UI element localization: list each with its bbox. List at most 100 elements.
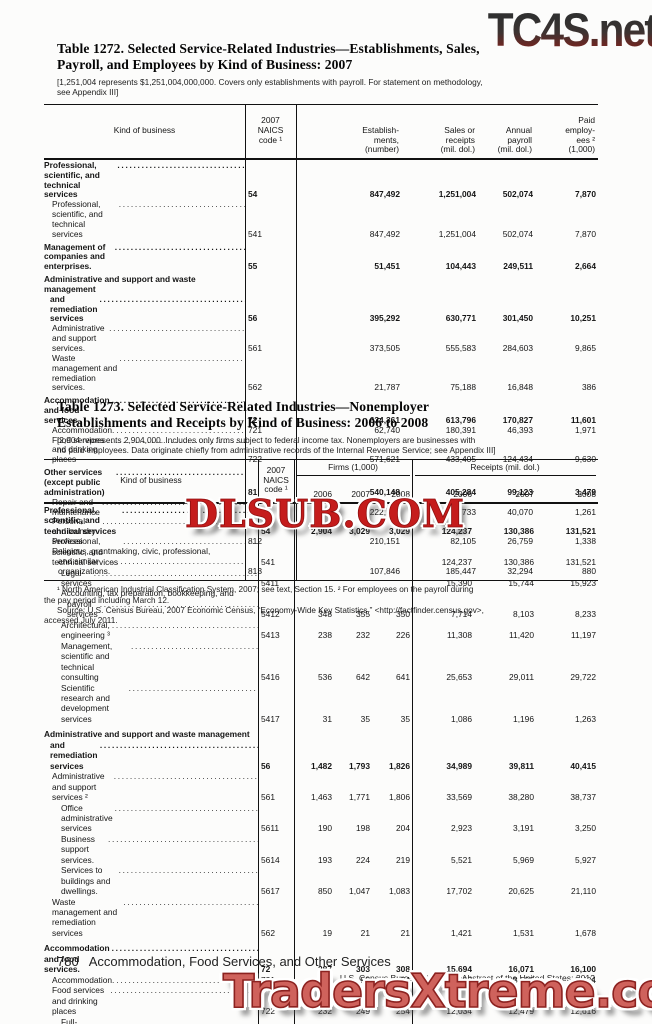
column-header-sales-receipts: Sales or receipts (mil. dol.)	[440, 125, 475, 155]
value-cell: 29,011	[509, 672, 534, 683]
value-cell: 15,390	[446, 577, 472, 588]
source-attribution: U.S. Census Bureau, Statistical Abstract…	[339, 973, 595, 983]
row-label: Religious, grantmaking, civic, professio…	[52, 546, 211, 556]
table-row: Accommodation. 721 62,740 180,391 46,393 1,97…	[44, 424, 598, 436]
value-cell: 31	[322, 713, 332, 724]
rule	[245, 103, 246, 581]
kind-of-business-cell: Accommodation.	[44, 426, 245, 436]
value-cell: 34,989	[446, 760, 472, 771]
value-cell: 1,261	[575, 506, 596, 517]
dot-leader	[113, 803, 258, 813]
table-1272-note-line2: see Appendix III]	[57, 87, 119, 98]
row-label: Administrative and support and waste man…	[44, 729, 250, 740]
kind-of-business-cell: Management of companies and enterprises.	[44, 243, 245, 273]
value-cell: 193	[318, 854, 332, 865]
value-cell: 131,521	[565, 557, 596, 568]
naics-code-cell: 56	[261, 760, 271, 771]
naics-code-cell: 561	[248, 343, 262, 353]
value-cell: 104,443	[445, 261, 476, 272]
value-cell: 11,197	[571, 630, 596, 641]
table-1272-section: Table 1272. Selected Service-Related Ind…	[0, 41, 652, 627]
value-cell: 130,386	[503, 557, 534, 568]
rule	[258, 458, 259, 1024]
value-cell: 303	[356, 964, 370, 975]
value-cell: 137,733	[445, 506, 476, 517]
row-label: Other services (except public administra…	[44, 468, 105, 497]
table-row: Office administrative services 5611 190 198…	[44, 803, 598, 834]
value-cell: 131,521	[565, 525, 596, 536]
value-cell: 502,074	[502, 189, 533, 200]
page-footer: 780 Accommodation, Food Services, and Oth…	[57, 954, 391, 969]
table-row: Management, scientific and technical con…	[44, 641, 598, 683]
value-cell: 7,870	[575, 228, 596, 239]
value-cell: 1,251,004	[438, 189, 476, 200]
naics-code-cell: 5413	[261, 630, 280, 641]
dot-leader	[129, 641, 258, 651]
value-cell: 3,250	[575, 823, 596, 834]
dot-leader	[97, 295, 245, 305]
dot-leader	[117, 354, 245, 364]
rule	[44, 103, 598, 105]
column-header-paid-employees: Paid employ- ees ² (1,000)	[565, 115, 595, 155]
row-label: Management of companies and enterprises.	[44, 242, 106, 272]
year-header-receipts-2007: 2007	[515, 489, 534, 500]
value-cell: 8,103	[513, 609, 534, 620]
value-cell: 185,447	[445, 565, 476, 576]
value-cell: 130,386	[503, 525, 534, 536]
value-cell: 12,616	[570, 1006, 596, 1017]
table-row: Legal services 5411 15,390 15,744 15,923	[44, 568, 598, 589]
value-cell: 1,338	[575, 536, 596, 547]
row-label: Full-service restaurants	[61, 1016, 78, 1024]
naics-code-cell: 54	[261, 525, 271, 536]
row-label: Waste management and remediation service…	[52, 353, 118, 393]
value-cell: 1,806	[389, 792, 410, 803]
kind-of-business-cell: Waste management and remediation service…	[44, 354, 245, 393]
table-row: Scientific research and development serv…	[44, 683, 598, 725]
naics-code-cell: 5417	[261, 713, 280, 724]
value-cell: 5,927	[575, 854, 596, 865]
value-cell: 75,188	[450, 382, 476, 393]
value-cell: 630,771	[445, 313, 476, 324]
row-label: Professional, scientific, and technical …	[44, 504, 117, 536]
value-cell: 1,971	[575, 424, 596, 435]
table-1273-title: Table 1273. Selected Service-Related Ind…	[57, 399, 652, 432]
kind-of-business-cell: Management, scientific and technical con…	[44, 641, 258, 683]
dot-leader	[117, 865, 258, 875]
value-cell: 373,505	[369, 343, 400, 353]
naics-code-cell: 5411	[261, 577, 280, 588]
kind-of-business-cell: Administrative and support services ²	[44, 771, 258, 802]
table-row: Accommodation and food services. 72 634,36…	[44, 396, 598, 426]
value-cell: 124,237	[441, 525, 472, 536]
value-cell: 232	[318, 1006, 332, 1017]
naics-code-cell: 56	[248, 313, 258, 324]
year-header-firms-2006: 2006	[313, 489, 332, 500]
row-label: Accounting, tax preparation, bookkeeping…	[61, 588, 234, 599]
value-cell: 232	[356, 630, 370, 641]
dot-leader	[121, 897, 258, 907]
page-number: 780	[57, 954, 79, 969]
value-cell: 1,771	[349, 792, 370, 803]
row-label: Food services and drinking places	[52, 985, 105, 1017]
row-label: Professional, scientific, and technical …	[52, 200, 103, 239]
value-cell: 1,047	[349, 886, 370, 897]
value-cell: 224	[356, 854, 370, 865]
kind-of-business-cell: Administrative and support services.	[44, 324, 245, 354]
value-cell: 210,151	[369, 536, 400, 547]
dot-leader	[106, 834, 258, 844]
kind-of-business-cell: Administrative and support and waste man…	[44, 729, 258, 771]
table-1272-note-line1: [1,251,004 represents $1,251,004,000,000…	[57, 76, 483, 87]
value-cell: 33,569	[446, 792, 472, 803]
value-cell: 3,479	[575, 486, 596, 497]
column-group-receipts: Receipts (mil. dol.)	[470, 461, 540, 472]
value-cell: 11,308	[447, 630, 472, 641]
rule	[296, 474, 410, 476]
kind-of-business-cell: Waste management and remediation service…	[44, 897, 258, 939]
value-cell: 880	[582, 565, 596, 576]
kind-of-business-cell: Professional, scientific, and technical …	[44, 505, 258, 536]
value-cell: 2,923	[451, 823, 472, 834]
value-cell: 5,521	[451, 854, 472, 865]
value-cell: 39,811	[508, 760, 534, 771]
value-cell: 10,251	[570, 313, 596, 324]
row-label: Accommodation and food services.	[44, 943, 110, 975]
